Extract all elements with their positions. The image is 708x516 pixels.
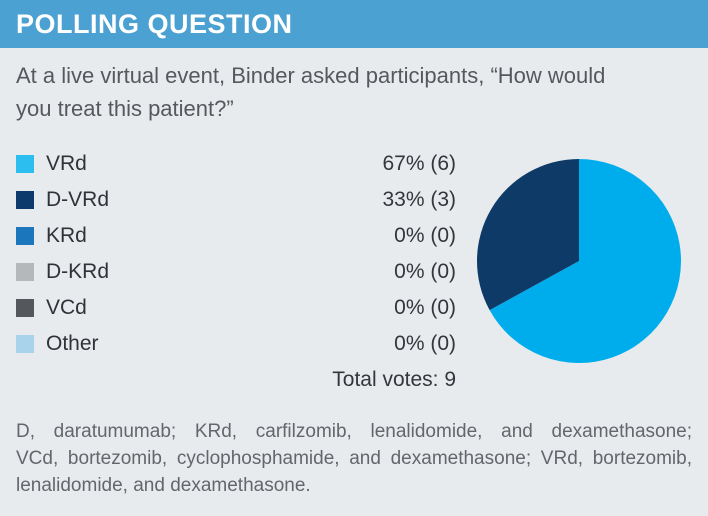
abbreviation-footnote: D, daratumumab; KRd, carfilzomib, lenali… — [16, 418, 692, 499]
footnote-line: VCd, bortezomib, cyclophosphamide, and d… — [16, 448, 692, 469]
legend-row-other: Other 0% (0) — [16, 326, 456, 362]
legend-swatch-other — [16, 335, 34, 353]
pie-slice-VRd — [489, 159, 681, 363]
total-votes: Total votes: 9 — [332, 368, 456, 391]
legend-swatch-krd — [16, 227, 34, 245]
legend-label: KRd — [46, 224, 87, 247]
legend-value: 67% (6) — [382, 152, 456, 175]
legend-row-vcd: VCd 0% (0) — [16, 290, 456, 326]
legend-row-krd: KRd 0% (0) — [16, 218, 456, 254]
legend-label: D-KRd — [46, 260, 110, 283]
pie-chart — [477, 159, 681, 363]
legend-value: 0% (0) — [394, 260, 456, 283]
legend-row-vrd: VRd 67% (6) — [16, 146, 456, 182]
legend-row-d-vrd: D-VRd 33% (3) — [16, 182, 456, 218]
header-bar: POLLING QUESTION — [0, 0, 708, 48]
legend-label: VRd — [46, 152, 87, 175]
pie-slice-D-VRd — [477, 159, 579, 311]
legend-row-d-krd: D-KRd 0% (0) — [16, 254, 456, 290]
legend-swatch-d-krd — [16, 263, 34, 281]
question-text: At a live virtual event, Binder asked pa… — [16, 63, 606, 121]
poll-legend: VRd 67% (6) D-VRd 33% (3) KRd 0% (0) D-K… — [16, 146, 456, 396]
legend-value: 33% (3) — [382, 188, 456, 211]
pie-chart-container — [477, 159, 681, 363]
legend-value: 0% (0) — [394, 332, 456, 355]
legend-label: D-VRd — [46, 188, 110, 211]
legend-label: Other — [46, 332, 99, 355]
footnote-line: D, daratumumab; KRd, carfilzomib, lenali… — [16, 421, 692, 442]
page-title: POLLING QUESTION — [16, 8, 293, 39]
legend-swatch-d-vrd — [16, 191, 34, 209]
legend-label: VCd — [46, 296, 87, 319]
legend-swatch-vcd — [16, 299, 34, 317]
footnote-line: lenalidomide, and dexamethasone. — [16, 475, 311, 496]
legend-value: 0% (0) — [394, 224, 456, 247]
legend-swatch-vrd — [16, 155, 34, 173]
legend-value: 0% (0) — [394, 296, 456, 319]
